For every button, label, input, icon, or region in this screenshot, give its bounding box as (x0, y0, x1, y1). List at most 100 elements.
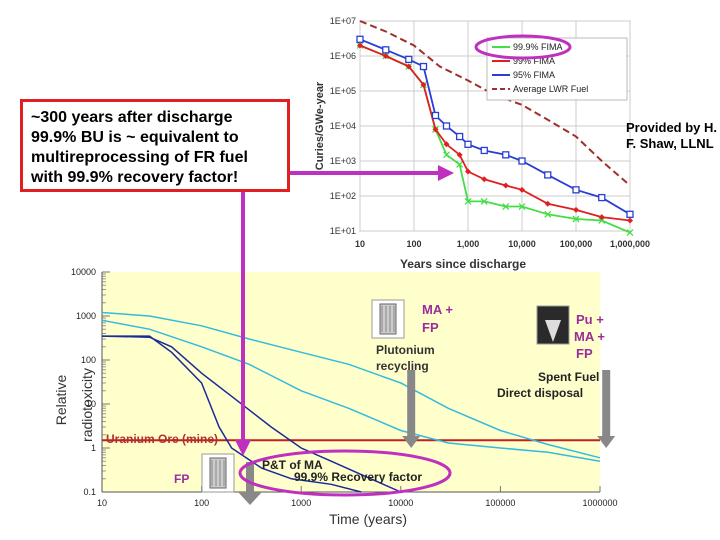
top-series-2-point (626, 210, 634, 218)
top-series-1-point (481, 176, 488, 183)
pu-ma-fp-icon (536, 305, 570, 345)
pu-recycle-label-2: recycling (376, 359, 429, 373)
bottom-x-tick-label: 10 (97, 498, 107, 508)
top-y-tick-label: 1E+04 (330, 121, 356, 131)
top-series-1-point (519, 186, 525, 193)
top-y-tick-label: 1E+05 (330, 86, 356, 96)
bottom-x-axis-title: Time (years) (329, 511, 407, 527)
ma-fp-icon-rod (379, 303, 397, 335)
top-x-tick-label: 1,000 (457, 239, 480, 249)
top-series-2-point (356, 35, 364, 43)
spent-fuel-arrow-head (597, 436, 616, 448)
pu-ma-fp-label-2: MA + (574, 329, 605, 344)
top-y-tick-label: 1E+07 (330, 16, 356, 26)
top-series-0-point (456, 160, 464, 168)
top-series-2-point (442, 122, 451, 130)
bottom-y-tick-label: 1000 (76, 311, 96, 321)
recovery-label: 99.9% Recovery factor (294, 470, 422, 484)
top-series-1-point (456, 151, 463, 158)
bottom-x-tick-label: 1000 (291, 498, 311, 508)
top-series-1-point (627, 217, 633, 224)
pt-ma-label: P&T of MA (262, 458, 323, 472)
top-series-2-point (419, 62, 428, 71)
bottom-y-axis-title-2: radiotoxicity (79, 368, 95, 442)
bottom-x-tick-label: 10000 (388, 498, 413, 508)
bottom-y-tick-label: 10 (86, 399, 96, 409)
top-legend-label: 99% FIMA (513, 56, 555, 66)
top-legend-label: 99.9% FIMA (513, 42, 563, 52)
fp-label: FP (174, 472, 189, 486)
fp-icon (201, 453, 235, 493)
callout-down-connector-head (235, 440, 251, 456)
top-series-0-point (502, 203, 510, 210)
top-x-tick-label: 1,000,000 (610, 239, 650, 249)
spent-fuel-label-2: Direct disposal (497, 386, 583, 400)
bottom-plot-area (102, 272, 600, 492)
top-legend-label: Average LWR Fuel (513, 84, 588, 94)
top-series-2-point (464, 140, 472, 148)
top-series-3-line (359, 20, 631, 187)
pu-ma-fp-label: Pu + (576, 312, 604, 327)
top-series-0-point (480, 197, 488, 205)
top-series-2-point (382, 46, 390, 54)
top-series-1-point (357, 42, 363, 49)
top-x-tick-label: 10 (355, 239, 365, 249)
ma-fp-label-2: FP (422, 320, 439, 335)
top-series-1-point (544, 200, 551, 207)
top-series-2-point (480, 146, 488, 155)
top-series-1-point (443, 141, 450, 148)
bottom-series-1-line (101, 319, 601, 462)
top-series-2-point (502, 151, 510, 159)
top-series-0-point (598, 217, 606, 224)
top-series-2-point (405, 55, 413, 64)
top-y-axis-title: Curies/GWe-year (314, 81, 326, 170)
top-series-2-point (598, 193, 606, 202)
bottom-y-axis-title: Relative (53, 375, 69, 426)
top-series-0-point (572, 215, 580, 223)
callout-box: ~300 years after discharge 99.9% BU is ~… (20, 99, 290, 192)
top-x-tick-label: 100 (406, 239, 421, 249)
bottom-series-3-line (101, 335, 402, 493)
top-series-1-point (573, 206, 579, 213)
pu-recycle-arrow-shaft (407, 370, 416, 436)
bottom-x-tick-label: 100000 (485, 498, 515, 508)
pu-ma-fp-icon-cone (545, 320, 561, 342)
top-y-tick-label: 1E+06 (330, 51, 356, 61)
recovery-highlight-ellipse (238, 449, 452, 497)
top-series-2-point (518, 157, 526, 165)
top-x-axis-title: Years since discharge (400, 257, 526, 271)
top-legend-box (486, 37, 628, 101)
top-series-0-point (544, 210, 552, 218)
top-series-2-point (544, 171, 552, 179)
top-series-1-point (502, 182, 509, 189)
top-series-2-point (572, 186, 580, 194)
top-y-tick-label: 1E+01 (330, 226, 356, 236)
bottom-series-2-line (102, 335, 362, 493)
bottom-y-tick-label: 1 (91, 443, 96, 453)
legend-highlight-ellipse (474, 34, 572, 60)
top-series-2-point (455, 132, 464, 141)
fp-icon-rod (209, 457, 227, 489)
top-series-1-point (432, 126, 439, 133)
top-x-tick-label: 100,000 (560, 239, 593, 249)
bottom-x-tick-label: 100 (194, 498, 209, 508)
pu-ma-fp-label-3: FP (576, 346, 593, 361)
credit-text: Provided by H. F. Shaw, LLNL (626, 120, 718, 151)
top-legend-label: 95% FIMA (513, 70, 555, 80)
top-series-0-point (626, 229, 634, 237)
top-y-tick-label: 1E+03 (330, 156, 356, 166)
pu-recycle-label: Plutonium (376, 343, 435, 357)
top-series-0-point (464, 197, 472, 205)
top-series-1-point (465, 168, 471, 175)
bottom-series-0-line (101, 311, 601, 459)
spent-fuel-arrow-shaft (602, 370, 611, 436)
bottom-y-tick-label: 10000 (71, 267, 96, 277)
bottom-x-tick-label: 1000000 (582, 498, 617, 508)
spent-fuel-label: Spent Fuel (538, 370, 599, 384)
uranium-ore-label: Uranium Ore (mine) (106, 432, 218, 446)
bottom-y-tick-label: 0.1 (83, 487, 96, 497)
top-series-1-point (405, 63, 412, 70)
top-x-tick-label: 10,000 (508, 239, 536, 249)
callout-connector-head (438, 165, 454, 181)
